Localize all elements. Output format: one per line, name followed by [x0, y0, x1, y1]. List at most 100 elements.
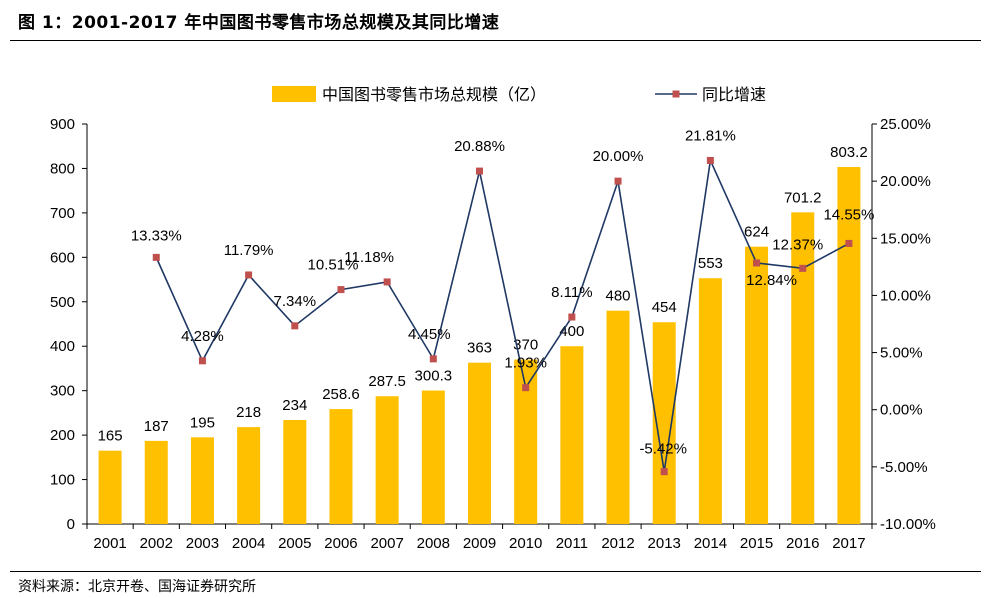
x-tick-label: 2005	[278, 535, 311, 552]
bar-value-label: 480	[606, 288, 631, 305]
growth-marker	[660, 468, 668, 476]
bar-value-label: 300.3	[415, 368, 453, 385]
bar	[190, 437, 214, 524]
growth-value-label: 7.34%	[274, 293, 317, 310]
legend: 中国图书零售市场总规模（亿） 同比增速	[272, 86, 766, 104]
x-tick-label: 2001	[93, 535, 126, 552]
growth-value-label: 10.51%	[308, 257, 359, 274]
growth-marker	[845, 239, 853, 247]
right-tick-label: 25.00%	[880, 116, 931, 133]
bar	[652, 322, 676, 524]
growth-marker	[429, 355, 437, 363]
bar	[468, 362, 491, 524]
legend-bar-label: 中国图书零售市场总规模（亿）	[322, 86, 546, 104]
bar-value-label: 454	[652, 299, 677, 316]
left-tick-label: 900	[50, 116, 75, 133]
right-tick-label: 5.00%	[880, 345, 923, 362]
growth-value-label: 11.18%	[344, 249, 394, 266]
x-tick-label: 2017	[832, 535, 865, 552]
bar-value-label: 553	[698, 255, 723, 272]
growth-marker	[198, 357, 206, 365]
x-tick-label: 2002	[140, 535, 173, 552]
growth-marker	[291, 322, 299, 330]
bar-value-label: 624	[744, 224, 769, 241]
growth-value-label: 14.55%	[823, 206, 874, 223]
growth-marker	[753, 259, 761, 267]
bar	[745, 246, 769, 524]
growth-line	[155, 157, 850, 472]
x-tick-label: 2012	[601, 535, 634, 552]
bar	[560, 346, 584, 524]
bar-series	[98, 167, 861, 524]
growth-marker	[568, 313, 576, 321]
x-tick-label: 2007	[370, 535, 403, 552]
growth-value-label: 1.93%	[504, 355, 547, 372]
title-rule	[10, 40, 981, 41]
growth-marker	[245, 271, 253, 279]
bar	[98, 450, 122, 524]
growth-value-label: 4.28%	[181, 328, 224, 345]
growth-value-label: -5.42%	[639, 441, 687, 458]
bar	[606, 310, 630, 524]
source-rule	[10, 571, 981, 572]
growth-marker	[337, 286, 345, 294]
bar	[375, 396, 399, 524]
left-tick-label: 400	[50, 338, 75, 355]
legend-line-label: 同比增速	[702, 86, 766, 104]
growth-marker	[614, 177, 622, 185]
bar-value-label: 370	[513, 337, 538, 354]
bar	[837, 167, 861, 524]
figure-title: 图 1：2001-2017 年中国图书零售市场总规模及其同比增速	[18, 13, 500, 33]
bar	[283, 420, 307, 524]
combo-chart: 0 100 200 300 400 500 600 700 800 900 -10.00% -5.00…	[50, 86, 936, 552]
left-tick-label: 100	[50, 472, 75, 489]
line-series	[152, 156, 853, 476]
left-tick-label: 700	[50, 205, 75, 222]
line-data-labels: 13.33% 4.28% 11.79% 7.34% 10.51%11.18% 4.45% 2…	[131, 127, 875, 457]
left-tick-label: 500	[50, 294, 75, 311]
left-tick-label: 600	[50, 249, 75, 266]
growth-value-label: 13.33%	[131, 227, 182, 244]
right-tick-label: 10.00%	[880, 287, 931, 304]
bar	[514, 359, 538, 524]
growth-marker	[476, 167, 483, 175]
left-tick-label: 800	[50, 160, 75, 177]
growth-marker	[522, 384, 530, 392]
x-tick-label: 2009	[463, 535, 496, 552]
axes: 0 100 200 300 400 500 600 700 800 900 -10.00% -5.00…	[50, 116, 936, 552]
bar	[237, 427, 261, 524]
left-tick-label: 0	[67, 516, 75, 533]
right-tick-label: 0.00%	[880, 402, 923, 419]
growth-value-label: 8.11%	[551, 284, 592, 301]
legend-bar-swatch	[272, 86, 316, 102]
growth-value-label: 20.00%	[593, 148, 644, 165]
bar-value-label: 363	[467, 340, 492, 357]
growth-value-label: 21.81%	[685, 127, 736, 144]
bar	[421, 390, 445, 524]
x-tick-label: 2014	[694, 535, 727, 552]
left-tick-label: 200	[50, 427, 75, 444]
right-tick-label: -10.00%	[880, 516, 936, 533]
x-tick-label: 2008	[417, 535, 450, 552]
growth-marker	[799, 264, 807, 272]
bar	[144, 440, 168, 524]
bar-value-label: 803.2	[830, 144, 868, 161]
left-tick-label: 300	[50, 383, 75, 400]
bar	[329, 409, 353, 524]
x-tick-label: 2011	[556, 535, 588, 552]
bar	[791, 212, 815, 524]
right-tick-label: 15.00%	[880, 230, 931, 247]
growth-value-label: 20.88%	[454, 138, 505, 155]
bar-value-label: 195	[190, 414, 215, 431]
x-tick-label: 2010	[509, 535, 542, 552]
right-tick-label: 20.00%	[880, 173, 931, 190]
bar	[698, 278, 722, 524]
growth-marker	[706, 156, 714, 164]
legend-line-marker	[672, 90, 680, 98]
x-tick-label: 2004	[232, 535, 265, 552]
growth-marker	[383, 278, 391, 286]
growth-value-label: 12.37%	[772, 236, 823, 253]
x-tick-label: 2016	[786, 535, 819, 552]
growth-value-label: 11.79%	[224, 242, 274, 259]
x-tick-label: 2003	[186, 535, 219, 552]
